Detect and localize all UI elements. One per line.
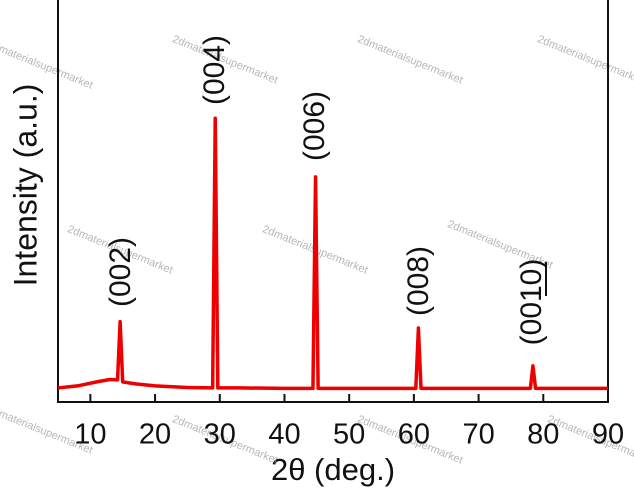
y-axis-title: Intensity (a.u.)	[7, 84, 43, 287]
watermark: 2dmaterialsupermarket	[536, 33, 634, 86]
watermark: 2dmaterialsupermarket	[0, 38, 94, 91]
x-axis-title: 2θ (deg.)	[271, 452, 395, 487]
peak-label: (002)	[104, 237, 137, 307]
watermark: 2dmaterialsupermarket	[356, 33, 465, 86]
peak-label: (006)	[298, 91, 331, 161]
x-tick-label: 30	[204, 419, 236, 451]
x-tick-label: 10	[74, 419, 106, 451]
data-line	[57, 116, 608, 391]
x-tick-label: 40	[268, 419, 300, 451]
x-tick-label: 70	[462, 419, 494, 451]
x-tick-label: 50	[333, 419, 365, 451]
x-tick-label: 60	[398, 419, 430, 451]
axis-frame	[57, 0, 609, 403]
x-tick-label: 80	[527, 419, 559, 451]
peak-label: (008)	[402, 246, 435, 316]
peak-label: (0010)	[515, 259, 548, 346]
x-tick-label: 20	[139, 419, 171, 451]
peak-label: (004)	[198, 35, 231, 105]
x-tick-label: 90	[592, 419, 624, 451]
